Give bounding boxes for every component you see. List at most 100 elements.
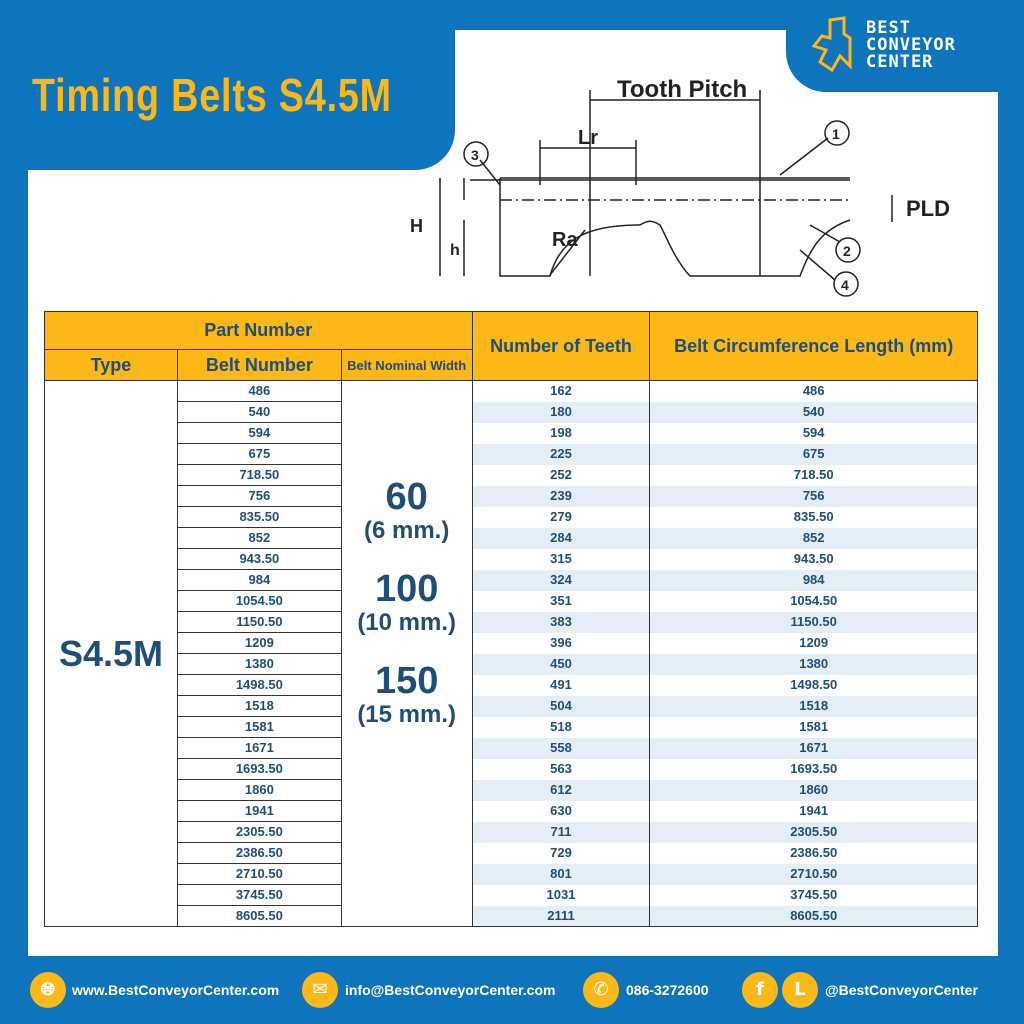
teeth-cell: 284 bbox=[471, 527, 651, 549]
teeth-cell: 563 bbox=[471, 758, 651, 780]
length-cell: 1941 bbox=[649, 800, 978, 822]
length-cell: 1671 bbox=[649, 737, 978, 759]
callout-3: 3 bbox=[471, 147, 479, 163]
teeth-cell: 729 bbox=[471, 842, 651, 864]
belt-number-cell: 1941 bbox=[176, 800, 342, 822]
width-value: 100 bbox=[374, 568, 439, 610]
length-cell: 1860 bbox=[649, 779, 978, 801]
length-cell: 756 bbox=[649, 485, 978, 507]
belt-number-cell: 1581 bbox=[176, 716, 342, 738]
length-cell: 835.50 bbox=[649, 506, 978, 528]
length-cell: 594 bbox=[649, 422, 978, 444]
table-row: 1209 396 1209 bbox=[45, 632, 978, 654]
length-cell: 852 bbox=[649, 527, 978, 549]
teeth-cell: 225 bbox=[471, 443, 651, 465]
length-cell: 943.50 bbox=[649, 548, 978, 570]
table-row: 594 198 594 bbox=[45, 422, 978, 444]
teeth-cell: 1031 bbox=[471, 884, 651, 906]
length-cell: 486 bbox=[649, 380, 978, 402]
teeth-cell: 198 bbox=[471, 422, 651, 444]
table-row: 756 239 756 bbox=[45, 485, 978, 507]
length-cell: 540 bbox=[649, 401, 978, 423]
logo-text: BEST CONVEYOR CENTER bbox=[866, 20, 956, 71]
belt-number-cell: 8605.50 bbox=[176, 905, 342, 927]
table-row: 1150.50 383 1150.50 bbox=[45, 611, 978, 633]
belt-number-cell: 1054.50 bbox=[176, 590, 342, 612]
teeth-cell: 491 bbox=[471, 674, 651, 696]
pld-label: PLD bbox=[906, 196, 950, 221]
belt-number-cell: 486 bbox=[176, 380, 342, 402]
teeth-cell: 324 bbox=[471, 569, 651, 591]
table-row: 1941 630 1941 bbox=[45, 800, 978, 822]
logo-line: CONVEYOR bbox=[866, 35, 956, 55]
table-row: 852 284 852 bbox=[45, 527, 978, 549]
table-row: 2386.50 729 2386.50 bbox=[45, 842, 978, 864]
header-belt-width: Belt Nominal Width bbox=[340, 349, 473, 381]
teeth-cell: 450 bbox=[471, 653, 651, 675]
belt-number-cell: 1693.50 bbox=[176, 758, 342, 780]
teeth-cell: 252 bbox=[471, 464, 651, 486]
width-value: 60 bbox=[385, 476, 428, 518]
line-icon[interactable]: L bbox=[782, 972, 818, 1008]
teeth-cell: 162 bbox=[471, 380, 651, 402]
website-link[interactable]: www.BestConveyorCenter.com bbox=[72, 982, 280, 998]
table-row: 540 180 540 bbox=[45, 401, 978, 423]
teeth-cell: 383 bbox=[471, 611, 651, 633]
length-cell: 8605.50 bbox=[649, 905, 978, 927]
teeth-cell: 351 bbox=[471, 590, 651, 612]
teeth-cell: 711 bbox=[471, 821, 651, 843]
header-type: Type bbox=[44, 349, 178, 381]
tooth-pitch-label: Tooth Pitch bbox=[617, 76, 747, 103]
footer: 🌐︎ www.BestConveyorCenter.com ✉ info@Bes… bbox=[0, 972, 1024, 1012]
lr-label: Lr bbox=[578, 127, 598, 149]
header-belt-number: Belt Number bbox=[176, 349, 342, 381]
logo-icon bbox=[811, 16, 852, 73]
facebook-icon[interactable]: f bbox=[742, 972, 778, 1008]
width-mm: (15 mm.) bbox=[357, 701, 457, 728]
table-row: 8605.50 2111 8605.50 bbox=[45, 905, 978, 927]
teeth-cell: 2111 bbox=[471, 905, 651, 927]
table-row: 1581 518 1581 bbox=[45, 716, 978, 738]
teeth-cell: 180 bbox=[471, 401, 651, 423]
belt-width-cell: 60 (6 mm.) 100 (10 mm.) 150 (15 mm.) bbox=[340, 380, 473, 927]
table-row: 675 225 675 bbox=[45, 443, 978, 465]
header-teeth: Number of Teeth bbox=[471, 311, 651, 381]
table-row: 943.50 315 943.50 bbox=[45, 548, 978, 570]
type-cell: S4.5M bbox=[44, 380, 178, 927]
logo-line: CENTER bbox=[866, 52, 934, 72]
title-tab bbox=[0, 0, 455, 170]
teeth-cell: 612 bbox=[471, 779, 651, 801]
table-row: 3745.50 1031 3745.50 bbox=[45, 884, 978, 906]
callout-2: 2 bbox=[843, 243, 851, 259]
table-row: 1860 612 1860 bbox=[45, 779, 978, 801]
belt-number-cell: 1860 bbox=[176, 779, 342, 801]
length-cell: 1150.50 bbox=[649, 611, 978, 633]
social-handle[interactable]: @BestConveyorCenter bbox=[825, 982, 978, 998]
belt-number-cell: 540 bbox=[176, 401, 342, 423]
belt-number-cell: 984 bbox=[176, 569, 342, 591]
phone-icon: ✆ bbox=[583, 972, 619, 1008]
belt-number-cell: 1150.50 bbox=[176, 611, 342, 633]
callout-4: 4 bbox=[841, 277, 849, 293]
belt-number-cell: 2710.50 bbox=[176, 863, 342, 885]
length-cell: 1693.50 bbox=[649, 758, 978, 780]
table-row: 1518 504 1518 bbox=[45, 695, 978, 717]
teeth-cell: 279 bbox=[471, 506, 651, 528]
table-row: 2305.50 711 2305.50 bbox=[45, 821, 978, 843]
table-row: 1380 450 1380 bbox=[45, 653, 978, 675]
phone-number[interactable]: 086-3272600 bbox=[626, 982, 709, 998]
teeth-cell: 558 bbox=[471, 737, 651, 759]
email-link[interactable]: info@BestConveyorCenter.com bbox=[345, 982, 556, 998]
page-title: Timing Belts S4.5M bbox=[32, 69, 392, 121]
h-label: h bbox=[450, 242, 460, 259]
belt-number-cell: 2386.50 bbox=[176, 842, 342, 864]
belt-number-cell: 1498.50 bbox=[176, 674, 342, 696]
teeth-cell: 239 bbox=[471, 485, 651, 507]
length-cell: 675 bbox=[649, 443, 978, 465]
length-cell: 1581 bbox=[649, 716, 978, 738]
length-cell: 1498.50 bbox=[649, 674, 978, 696]
header-part-number: Part Number bbox=[44, 311, 473, 350]
table-row: S4.5M 486 60 (6 mm.) 100 (10 mm.) 150 (15 mm.) 1… bbox=[44, 380, 978, 927]
header-length: Belt Circumference Length (mm) bbox=[649, 311, 978, 381]
belt-number-cell: 852 bbox=[176, 527, 342, 549]
